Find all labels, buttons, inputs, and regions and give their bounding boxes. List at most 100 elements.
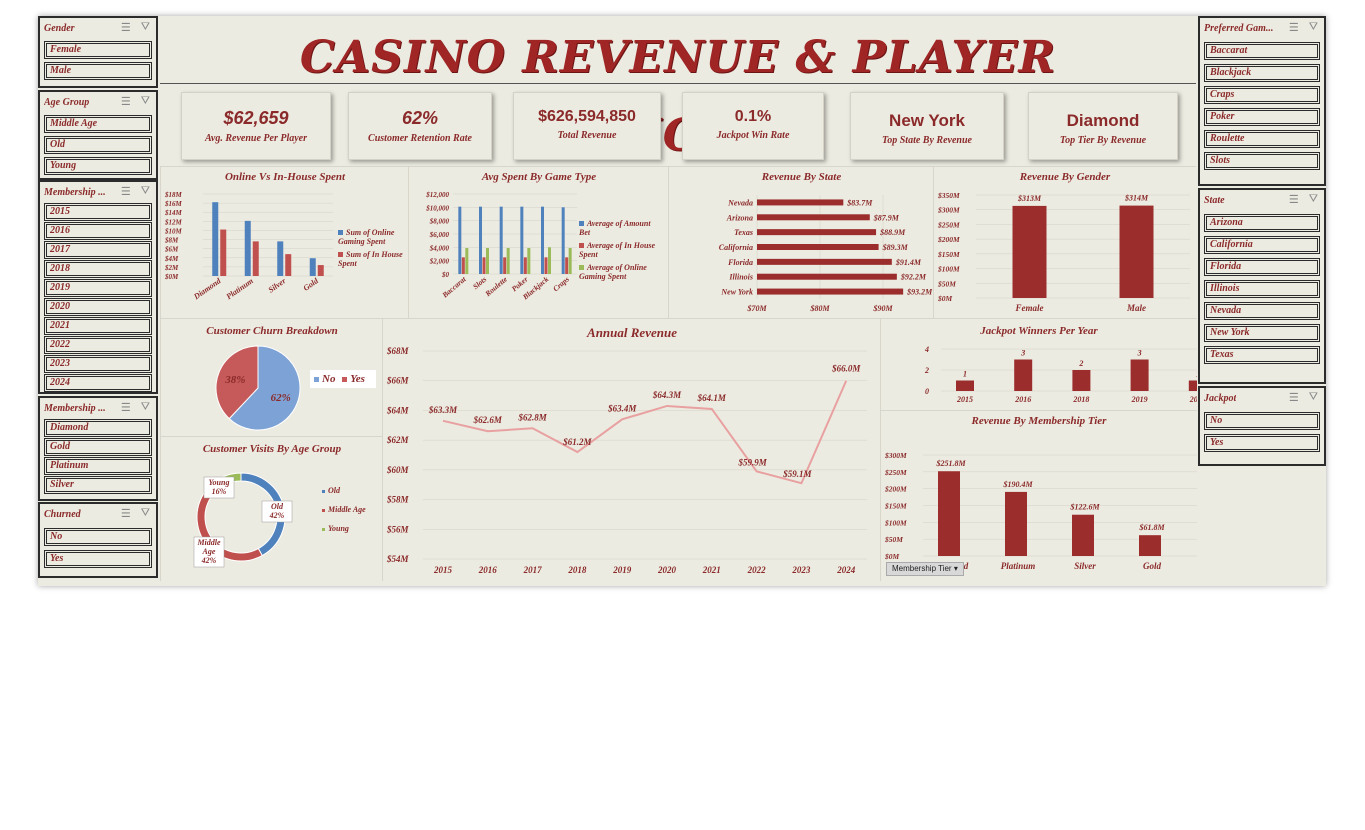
preferred-game-slicer: Preferred Gam... ☰ ⛛ Baccarat Blackjack Craps… (1198, 16, 1326, 186)
y-tick-label: $4M (164, 255, 179, 263)
slicer-item[interactable]: 2021 (44, 317, 152, 335)
y-tick-label: California (719, 243, 753, 252)
slicer-item[interactable]: Nevada (1204, 302, 1320, 320)
pie-slice (228, 345, 301, 431)
slicer-item[interactable]: Craps (1204, 86, 1320, 104)
x-tick-label: 2017 (523, 565, 543, 575)
y-tick-label: $8M (164, 237, 179, 245)
bar (520, 206, 524, 274)
multi-select-icon[interactable]: ☰ (120, 186, 131, 198)
data-label: $88.9M (879, 228, 906, 237)
x-tick-label: 2023 (791, 565, 811, 575)
slicer-item[interactable]: Yes (1204, 434, 1320, 452)
x-tick-label: Silver (1074, 561, 1096, 571)
multi-select-icon[interactable]: ☰ (120, 402, 131, 414)
slicer-item[interactable]: Blackjack (1204, 64, 1320, 82)
slicer-header: Jackpot ☰ ⛛ (1200, 388, 1324, 408)
data-label: $251.8M (935, 459, 966, 468)
bar (461, 257, 465, 274)
slicer-item[interactable]: Texas (1204, 346, 1320, 364)
bar (1014, 359, 1033, 391)
legend-item: Average of Amount Bet (579, 219, 661, 237)
slicer-item[interactable]: Poker (1204, 108, 1320, 126)
multi-select-icon[interactable]: ☰ (1288, 194, 1299, 206)
slicer-item[interactable]: Yes (44, 550, 152, 568)
chart-title: Annual Revenue (587, 325, 677, 340)
x-tick-label: 2019 (612, 565, 632, 575)
multi-select-icon[interactable]: ☰ (120, 508, 131, 520)
slicer-item[interactable]: 2019 (44, 279, 152, 297)
slicer-item[interactable]: Old (44, 136, 152, 154)
slicer-item[interactable]: 2023 (44, 355, 152, 373)
legend-label: Sum of In House Spent (338, 250, 403, 268)
online-vs-inhouse-chart: $18M$16M$14M$12M$10M $8M$6M$4M$2M$0M Diamo… (164, 191, 333, 302)
slicer-item[interactable]: 2022 (44, 336, 152, 354)
slicer-header: Churned ☰ ⛛ (40, 504, 156, 524)
slicer-item[interactable]: Male (44, 62, 152, 80)
x-tick-label: 2021 (1189, 395, 1197, 404)
bar (212, 202, 219, 276)
data-label: $64.1M (697, 393, 727, 403)
y-tick-label: 2 (924, 366, 929, 375)
clear-filter-icon[interactable]: ⛛ (140, 185, 150, 197)
slicer-item[interactable]: Diamond (44, 419, 152, 437)
bar (465, 248, 469, 274)
bar (220, 229, 227, 276)
clear-filter-icon[interactable]: ⛛ (140, 21, 150, 33)
slicer-header: Membership ... ☰ ⛛ (40, 398, 156, 418)
x-tick-label: Craps (551, 275, 571, 294)
data-label: $314M (1124, 194, 1149, 203)
slicer-item[interactable]: No (44, 528, 152, 546)
slicer-item[interactable]: 2024 (44, 374, 152, 392)
y-tick-label: $4,000 (429, 244, 450, 252)
y-tick-label: $2,000 (429, 258, 450, 266)
multi-select-icon[interactable]: ☰ (120, 22, 131, 34)
slicer-item[interactable]: Illinois (1204, 280, 1320, 298)
slicer-title: State (1204, 194, 1225, 206)
y-tick-label: $18M (164, 191, 183, 199)
slicer-item[interactable]: 2015 (44, 203, 152, 221)
data-label: 1 (1196, 370, 1197, 379)
clear-filter-icon[interactable]: ⛛ (140, 401, 150, 413)
clear-filter-icon[interactable]: ⛛ (140, 507, 150, 519)
gender-slicer: Gender ☰ ⛛ Female Male (38, 16, 158, 88)
slicer-item[interactable]: Roulette (1204, 130, 1320, 148)
slicer-item[interactable]: Arizona (1204, 214, 1320, 232)
x-tick-label: Diamond (191, 276, 223, 302)
slicer-item[interactable]: New York (1204, 324, 1320, 342)
slicer-item[interactable]: Platinum (44, 457, 152, 475)
kpi-value: 62% (401, 108, 439, 128)
multi-select-icon[interactable]: ☰ (1288, 22, 1299, 34)
clear-filter-icon[interactable]: ⛛ (1308, 21, 1318, 33)
clear-filter-icon[interactable]: ⛛ (140, 95, 150, 107)
slicer-item[interactable]: Gold (44, 438, 152, 456)
y-tick-label: $12,000 (425, 191, 449, 199)
slicer-item[interactable]: 2017 (44, 241, 152, 259)
slicer-item[interactable]: No (1204, 412, 1320, 430)
y-tick-label: $68M (386, 346, 410, 356)
slicer-item[interactable]: Florida (1204, 258, 1320, 276)
chart-title: Revenue By Membership Tier (971, 415, 1107, 427)
y-tick-label: Texas (734, 228, 753, 237)
clear-filter-icon[interactable]: ⛛ (1308, 193, 1318, 205)
slicer-item[interactable]: Baccarat (1204, 42, 1320, 60)
slicer-item[interactable]: 2016 (44, 222, 152, 240)
x-tick-label: 2016 (1014, 395, 1031, 404)
slicer-item[interactable]: Silver (44, 476, 152, 494)
y-tick-label: $150M (884, 502, 907, 511)
x-tick-label: Platinum (1001, 561, 1036, 571)
x-tick-label: 2018 (1072, 395, 1089, 404)
slicer-item[interactable]: 2020 (44, 298, 152, 316)
slicer-item[interactable]: 2018 (44, 260, 152, 278)
slicer-item[interactable]: Young (44, 157, 152, 175)
multi-select-icon[interactable]: ☰ (1288, 392, 1299, 404)
slicer-item[interactable]: Slots (1204, 152, 1320, 170)
data-label-box (203, 476, 235, 499)
membership-tier-filter-button[interactable]: Membership Tier ▾ (886, 562, 964, 576)
clear-filter-icon[interactable]: ⛛ (1308, 391, 1318, 403)
slicer-item[interactable]: Middle Age (44, 115, 152, 133)
multi-select-icon[interactable]: ☰ (120, 96, 131, 108)
age-group-slicer: Age Group ☰ ⛛ Middle Age Old Young (38, 90, 158, 180)
slicer-item[interactable]: Female (44, 41, 152, 59)
slicer-item[interactable]: California (1204, 236, 1320, 254)
